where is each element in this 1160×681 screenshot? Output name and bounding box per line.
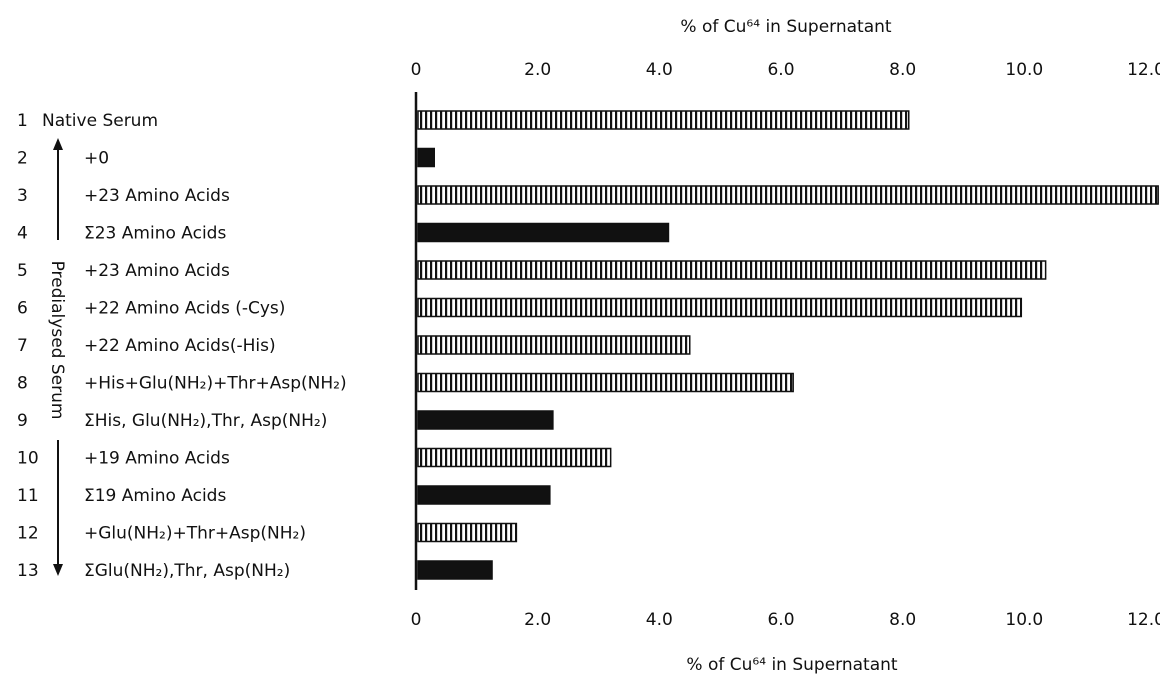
bottom-tick-label: 6.0 [767,610,794,630]
bar-4 [417,222,670,243]
bar-5 [417,260,1047,280]
bar-6 [417,297,1023,318]
bar-1 [417,110,910,130]
row-number: 7 [17,336,28,356]
bottom-tick-label: 0 [411,610,422,630]
bar-13 [417,560,493,580]
row-number: 4 [17,224,28,244]
row-label: +Glu(NH₂)+Thr+Asp(NH₂) [84,524,306,544]
row-label: ΣHis, Glu(NH₂),Thr, Asp(NH₂) [84,411,327,431]
row-number: 11 [17,486,39,506]
row-number: 8 [17,374,28,394]
bar-9 [417,410,554,430]
bar-10 [417,447,612,468]
row-number: 13 [17,561,39,581]
bottom-tick-label: 4.0 [646,610,673,630]
row-label: +23 Amino Acids [84,186,230,206]
row-labels-group: 1 Native Serum 2 +0 3 +23 Amino Acids 4 Σ23 Ami… [17,111,347,581]
row-label: +His+Glu(NH₂)+Thr+Asp(NH₂) [84,374,347,394]
bottom-tick-label: 10.0 [1005,610,1043,630]
row-label: +23 Amino Acids [84,261,230,281]
row-label: +22 Amino Acids(-His) [84,336,276,356]
top-tick-label: 0 [411,60,422,80]
bottom-tick-label: 2.0 [524,610,551,630]
top-tick-label: 2.0 [524,60,551,80]
bar-2 [417,147,435,168]
row-number: 1 [17,111,28,131]
row-label: Σ23 Amino Acids [84,224,226,244]
group-label: Predialysed Serum [47,261,67,420]
top-tick-label: 6.0 [767,60,794,80]
top-axis-title: % of Cu⁶⁴ in Supernatant [680,17,891,37]
group-bracket: Predialysed Serum [47,138,67,576]
row-label: +0 [84,149,109,169]
bottom-tick-labels: 0 2.0 4.0 6.0 8.0 10.0 12.0 [411,610,1160,630]
row-label: +22 Amino Acids (-Cys) [84,299,285,319]
row-number: 6 [17,299,28,319]
row-label: Native Serum [42,111,158,131]
row-number: 9 [17,411,28,431]
row-label: Σ19 Amino Acids [84,486,226,506]
row-number: 3 [17,186,28,206]
row-number: 12 [17,524,39,544]
row-number: 2 [17,149,28,169]
top-tick-label: 10.0 [1005,60,1043,80]
bottom-tick-label: 8.0 [889,610,916,630]
top-tick-label: 12.0 [1127,60,1160,80]
top-tick-labels: 0 2.0 4.0 6.0 8.0 10.0 12.0 [411,60,1160,80]
bar-12 [417,522,518,543]
bottom-tick-label: 12.0 [1127,610,1160,630]
row-label: +19 Amino Acids [84,449,230,469]
top-tick-label: 8.0 [889,60,916,80]
row-number: 10 [17,449,39,469]
top-tick-label: 4.0 [646,60,673,80]
bars-group [417,110,1159,580]
row-label: ΣGlu(NH₂),Thr, Asp(NH₂) [84,561,290,581]
bar-3 [417,185,1159,205]
row-number: 5 [17,261,28,281]
bar-8 [417,372,794,393]
bar-11 [417,485,551,505]
bottom-axis-title: % of Cu⁶⁴ in Supernatant [686,655,897,675]
bar-7 [417,335,691,355]
